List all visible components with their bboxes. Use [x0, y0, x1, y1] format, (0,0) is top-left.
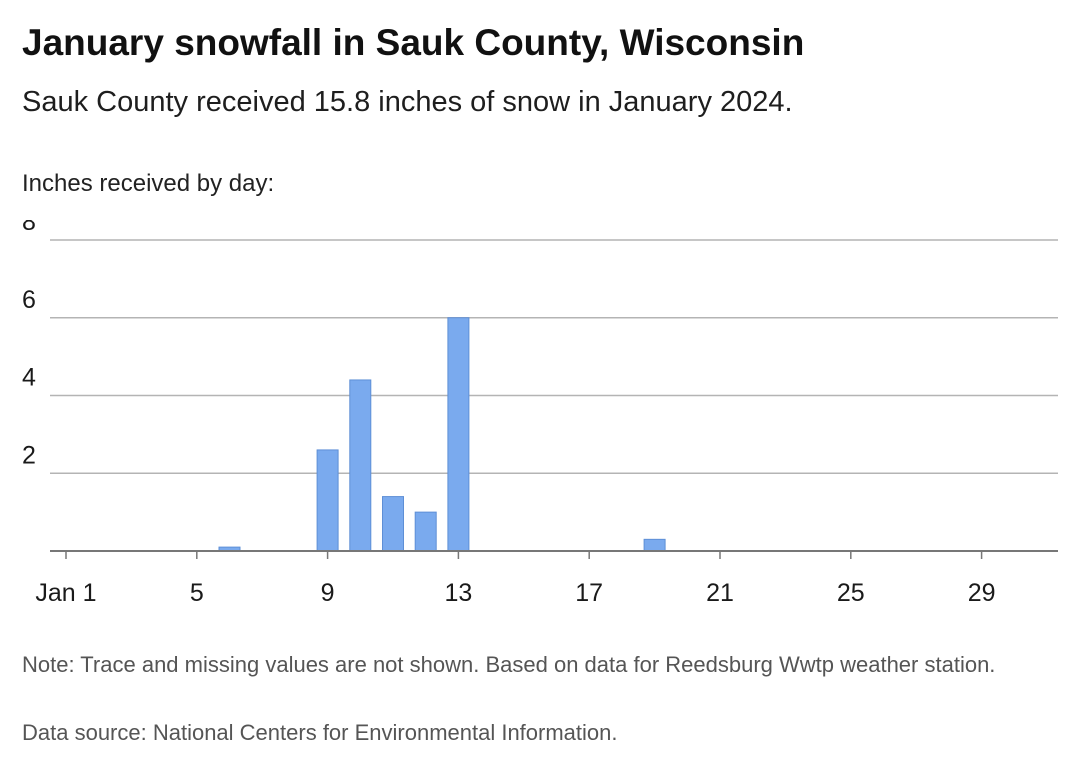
y-tick-label-8: 8	[22, 220, 36, 236]
bar-day-10	[349, 379, 372, 552]
snowfall-bar-chart: 2 4 6 8 Jan 1 5 9 13 17 21 25 29	[22, 220, 1058, 607]
x-tick-label-5: 5	[190, 579, 204, 607]
y-axis-label: Inches received by day:	[22, 170, 275, 197]
x-tick-label-1: Jan 1	[35, 579, 96, 607]
gridlines	[50, 239, 1058, 474]
chart-subtitle: Sauk County received 15.8 inches of snow…	[22, 86, 793, 118]
bar-day-11	[382, 496, 404, 552]
y-tick-label-4: 4	[22, 364, 36, 392]
x-tick-label-25: 25	[837, 579, 865, 607]
x-tick-label-13: 13	[444, 579, 472, 607]
chart-title: January snowfall in Sauk County, Wiscons…	[22, 22, 805, 63]
chart-note: Note: Trace and missing values are not s…	[22, 652, 996, 677]
y-tick-label-2: 2	[22, 441, 36, 469]
y-tick-label-6: 6	[22, 286, 36, 314]
bar-day-9	[316, 449, 339, 552]
x-tick-label-21: 21	[706, 579, 734, 607]
bar-day-19	[643, 538, 666, 552]
bar-day-12	[414, 511, 437, 552]
bars	[218, 317, 666, 552]
data-source: Data source: National Centers for Enviro…	[22, 720, 618, 745]
x-axis	[50, 550, 1058, 559]
x-tick-label-17: 17	[575, 579, 603, 607]
x-tick-label-29: 29	[968, 579, 996, 607]
tick-labels: 2 4 6 8 Jan 1 5 9 13 17 21 25 29	[22, 220, 996, 607]
x-tick-label-9: 9	[321, 579, 335, 607]
bar-day-13	[447, 317, 470, 552]
